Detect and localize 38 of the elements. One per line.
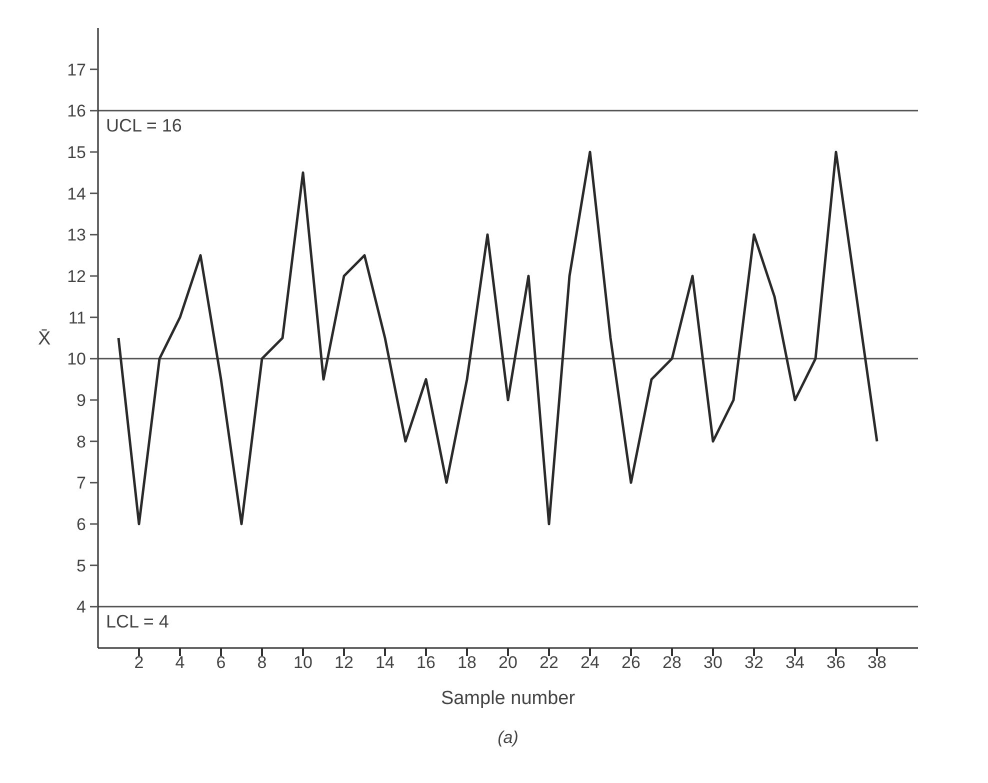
x-tick-label: 2 [134, 653, 144, 672]
x-tick-label: 4 [175, 653, 185, 672]
y-tick-label: 11 [68, 308, 86, 328]
x-tick-label: 16 [416, 653, 436, 672]
y-tick-label: 16 [67, 102, 86, 121]
y-tick-label: 9 [76, 391, 86, 410]
y-tick-label: 14 [67, 184, 86, 204]
x-tick-label: 28 [662, 653, 682, 672]
ref-line-label: LCL = 4 [106, 611, 169, 632]
y-tick-label: 5 [76, 556, 86, 576]
x-tick-label: 6 [216, 653, 226, 672]
ref-line-label: UCL = 16 [106, 115, 182, 136]
y-tick-label: 10 [67, 350, 86, 369]
y-tick-label: 17 [67, 60, 86, 80]
x-tick-label: 30 [704, 653, 722, 672]
x-tick-label: 22 [540, 653, 558, 672]
x-tick-label: 24 [580, 653, 600, 672]
x-tick-label: 20 [498, 653, 518, 672]
x-tick-label: 38 [868, 653, 886, 672]
y-tick-label: 13 [67, 226, 86, 245]
x-tick-label: 34 [786, 653, 804, 672]
y-tick-label: 12 [67, 267, 86, 286]
y-tick-label: 7 [76, 474, 86, 493]
y-tick-label: 4 [76, 598, 86, 617]
x-tick-label: 18 [458, 653, 476, 672]
y-tick-label: 8 [76, 432, 86, 452]
x-tick-label: 12 [334, 653, 354, 672]
y-tick-label: 6 [76, 515, 86, 534]
x-tick-label: 14 [376, 653, 394, 672]
x-tick-label: 36 [826, 653, 846, 672]
x-tick-label: 8 [257, 653, 267, 672]
x-axis-title: Sample number [440, 688, 576, 709]
text: (a) [496, 728, 520, 748]
y-axis-title: X̄ [38, 328, 51, 350]
x-tick-label: 26 [622, 653, 640, 672]
x-tick-label: 32 [744, 653, 764, 672]
y-tick-label: 15 [67, 143, 86, 162]
x-tick-label: 10 [294, 653, 312, 672]
